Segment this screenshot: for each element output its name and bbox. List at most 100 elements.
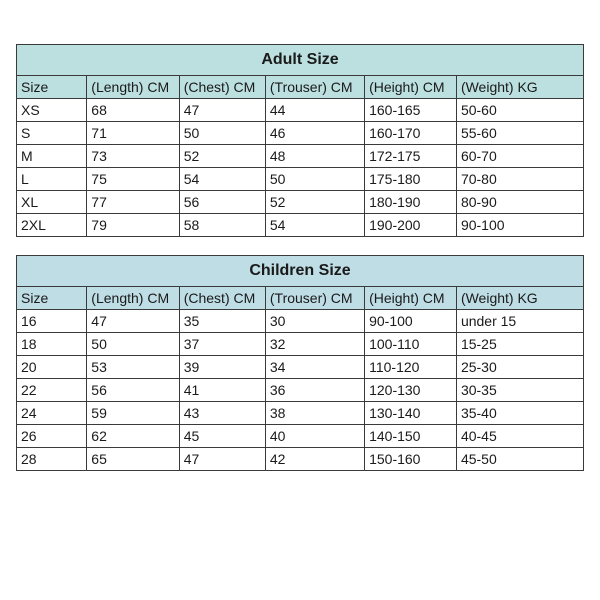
table-cell: 71 — [87, 122, 179, 145]
table-cell: 50 — [179, 122, 265, 145]
table-cell: 16 — [17, 310, 87, 333]
table-row: S715046160-17055-60 — [17, 122, 584, 145]
table-cell: 40 — [265, 425, 364, 448]
table-row: 24594338130-14035-40 — [17, 402, 584, 425]
table-title-row: Children Size — [17, 256, 584, 287]
table-cell: 52 — [179, 145, 265, 168]
table-cell: 26 — [17, 425, 87, 448]
table-cell: 47 — [179, 448, 265, 471]
table-cell: 40-45 — [456, 425, 583, 448]
table-cell: 50-60 — [456, 99, 583, 122]
table-cell: XL — [17, 191, 87, 214]
table-cell: 35-40 — [456, 402, 583, 425]
table-cell: 18 — [17, 333, 87, 356]
table-cell: 160-165 — [365, 99, 457, 122]
table-cell: M — [17, 145, 87, 168]
table-cell: 175-180 — [365, 168, 457, 191]
table-cell: 34 — [265, 356, 364, 379]
table-cell: 110-120 — [365, 356, 457, 379]
col-chest: (Chest) CM — [179, 76, 265, 99]
table-cell: 62 — [87, 425, 179, 448]
table-cell: 68 — [87, 99, 179, 122]
table-cell: 80-90 — [456, 191, 583, 214]
table-cell: 59 — [87, 402, 179, 425]
table-cell: 140-150 — [365, 425, 457, 448]
col-height: (Height) CM — [365, 287, 457, 310]
adult-rows: XS684744160-16550-60S715046160-17055-60M… — [17, 99, 584, 237]
table-row: 22564136120-13030-35 — [17, 379, 584, 402]
table-cell: 25-30 — [456, 356, 583, 379]
table-cell: 48 — [265, 145, 364, 168]
table-cell: 41 — [179, 379, 265, 402]
table-cell: 52 — [265, 191, 364, 214]
table-cell: 54 — [265, 214, 364, 237]
table-row: 1647353090-100under 15 — [17, 310, 584, 333]
col-weight: (Weight) KG — [456, 76, 583, 99]
table-cell: 172-175 — [365, 145, 457, 168]
table-cell: 190-200 — [365, 214, 457, 237]
table-cell: 32 — [265, 333, 364, 356]
table-cell: 56 — [179, 191, 265, 214]
table-cell: 50 — [87, 333, 179, 356]
table-cell: under 15 — [456, 310, 583, 333]
table-cell: 2XL — [17, 214, 87, 237]
table-cell: 130-140 — [365, 402, 457, 425]
table-cell: 70-80 — [456, 168, 583, 191]
table-row: 20533934110-12025-30 — [17, 356, 584, 379]
table-row: 28654742150-16045-50 — [17, 448, 584, 471]
table-cell: 65 — [87, 448, 179, 471]
table-cell: 53 — [87, 356, 179, 379]
table-cell: 79 — [87, 214, 179, 237]
table-cell: 150-160 — [365, 448, 457, 471]
col-length: (Length) CM — [87, 287, 179, 310]
table-cell: 60-70 — [456, 145, 583, 168]
table-cell: 45-50 — [456, 448, 583, 471]
table-cell: 180-190 — [365, 191, 457, 214]
table-row: M735248172-17560-70 — [17, 145, 584, 168]
col-weight: (Weight) KG — [456, 287, 583, 310]
table-row: 18503732100-11015-25 — [17, 333, 584, 356]
col-size: Size — [17, 76, 87, 99]
adult-table-title: Adult Size — [17, 45, 584, 76]
table-cell: 30-35 — [456, 379, 583, 402]
table-header-row: Size (Length) CM (Chest) CM (Trouser) CM… — [17, 76, 584, 99]
table-cell: 22 — [17, 379, 87, 402]
table-row: XS684744160-16550-60 — [17, 99, 584, 122]
table-cell: 90-100 — [456, 214, 583, 237]
col-trouser: (Trouser) CM — [265, 76, 364, 99]
table-cell: 160-170 — [365, 122, 457, 145]
table-cell: 36 — [265, 379, 364, 402]
table-cell: 120-130 — [365, 379, 457, 402]
table-cell: 90-100 — [365, 310, 457, 333]
table-cell: 47 — [179, 99, 265, 122]
table-cell: 24 — [17, 402, 87, 425]
table-cell: 58 — [179, 214, 265, 237]
table-gap — [16, 237, 584, 255]
children-rows: 1647353090-100under 1518503732100-11015-… — [17, 310, 584, 471]
table-cell: 43 — [179, 402, 265, 425]
table-cell: 44 — [265, 99, 364, 122]
size-charts: Adult Size Size (Length) CM (Chest) CM (… — [0, 0, 600, 471]
col-height: (Height) CM — [365, 76, 457, 99]
table-cell: 38 — [265, 402, 364, 425]
table-cell: 30 — [265, 310, 364, 333]
col-length: (Length) CM — [87, 76, 179, 99]
table-cell: 75 — [87, 168, 179, 191]
table-cell: 50 — [265, 168, 364, 191]
adult-size-table: Adult Size Size (Length) CM (Chest) CM (… — [16, 44, 584, 237]
table-cell: 55-60 — [456, 122, 583, 145]
table-cell: 54 — [179, 168, 265, 191]
table-title-row: Adult Size — [17, 45, 584, 76]
table-cell: 37 — [179, 333, 265, 356]
children-table-title: Children Size — [17, 256, 584, 287]
table-cell: 28 — [17, 448, 87, 471]
table-header-row: Size (Length) CM (Chest) CM (Trouser) CM… — [17, 287, 584, 310]
table-cell: 56 — [87, 379, 179, 402]
table-row: XL775652180-19080-90 — [17, 191, 584, 214]
table-cell: 42 — [265, 448, 364, 471]
table-cell: 35 — [179, 310, 265, 333]
table-cell: 73 — [87, 145, 179, 168]
table-cell: XS — [17, 99, 87, 122]
table-cell: 77 — [87, 191, 179, 214]
children-size-table: Children Size Size (Length) CM (Chest) C… — [16, 255, 584, 471]
